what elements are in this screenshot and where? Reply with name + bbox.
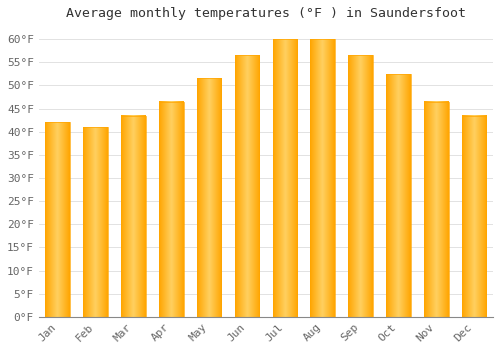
Bar: [348, 55, 373, 317]
Bar: [46, 122, 70, 317]
Title: Average monthly temperatures (°F ) in Saundersfoot: Average monthly temperatures (°F ) in Sa…: [66, 7, 466, 20]
Bar: [462, 116, 486, 317]
Bar: [159, 102, 184, 317]
Bar: [84, 127, 108, 317]
Bar: [424, 102, 448, 317]
Bar: [197, 78, 222, 317]
Bar: [310, 39, 335, 317]
Bar: [121, 116, 146, 317]
Bar: [234, 55, 260, 317]
Bar: [272, 39, 297, 317]
Bar: [386, 74, 410, 317]
